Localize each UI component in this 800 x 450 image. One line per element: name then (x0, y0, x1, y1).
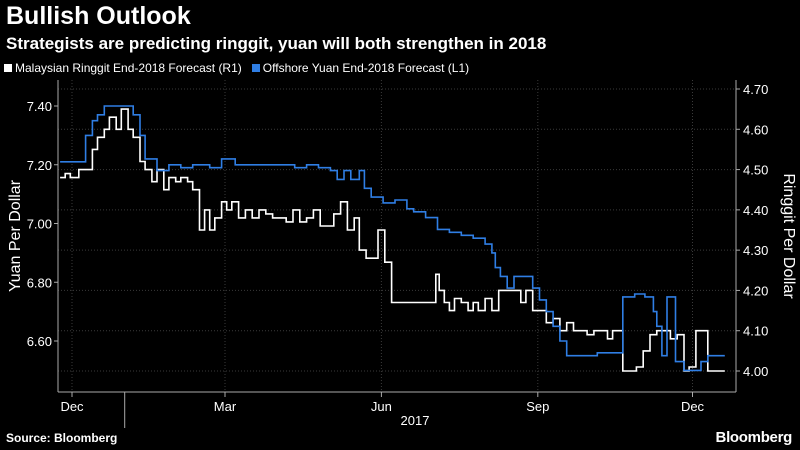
right-tick-label: 4.30 (743, 243, 768, 258)
right-tick-label: 4.20 (743, 283, 768, 298)
left-tick-label: 6.80 (27, 275, 52, 290)
right-tick-label: 4.40 (743, 203, 768, 218)
left-tick-label: 7.40 (27, 99, 52, 114)
left-tick-label: 7.20 (27, 158, 52, 173)
right-tick-label: 4.10 (743, 324, 768, 339)
x-tick-label: Dec (681, 399, 705, 414)
ringgit-series-line (60, 108, 725, 372)
legend-item-yuan: Offshore Yuan End-2018 Forecast (L1) (251, 61, 470, 75)
x-tick-label: Jun (371, 399, 392, 414)
left-axis-title: Yuan Per Dollar (7, 179, 24, 292)
x-year-label: 2017 (401, 413, 430, 428)
yuan-series-line (60, 105, 725, 372)
legend-item-ringgit: Malaysian Ringgit End-2018 Forecast (R1) (4, 61, 242, 75)
legend-swatch-ringgit (4, 64, 12, 72)
right-tick-label: 4.70 (743, 82, 768, 97)
source-note: Source: Bloomberg (6, 431, 118, 445)
legend-label-ringgit: Malaysian Ringgit End-2018 Forecast (R1) (15, 61, 242, 75)
x-tick-label: Mar (214, 399, 237, 414)
right-tick-label: 4.50 (743, 163, 768, 178)
legend-label-yuan: Offshore Yuan End-2018 Forecast (L1) (262, 61, 470, 75)
right-tick-label: 4.00 (743, 364, 768, 379)
right-axis-title: Ringgit Per Dollar (780, 173, 797, 299)
x-tick-label: Sep (526, 399, 549, 414)
legend-swatch-yuan (251, 64, 260, 72)
chart-title: Bullish Outlook (6, 2, 191, 30)
legend: Malaysian Ringgit End-2018 Forecast (R1)… (4, 61, 479, 75)
x-tick-label: Dec (60, 399, 84, 414)
left-tick-label: 6.60 (27, 334, 52, 349)
chart-subtitle: Strategists are predicting ringgit, yuan… (6, 34, 547, 53)
left-tick-label: 7.00 (27, 217, 52, 232)
right-tick-label: 4.60 (743, 122, 768, 137)
bloomberg-logo: Bloomberg (715, 429, 793, 446)
